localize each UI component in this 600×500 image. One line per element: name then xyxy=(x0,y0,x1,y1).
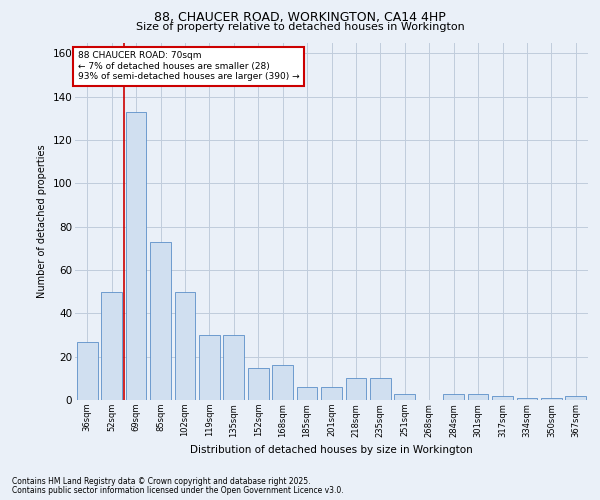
Text: Size of property relative to detached houses in Workington: Size of property relative to detached ho… xyxy=(136,22,464,32)
Bar xyxy=(150,242,171,400)
Bar xyxy=(346,378,367,400)
Text: Contains HM Land Registry data © Crown copyright and database right 2025.: Contains HM Land Registry data © Crown c… xyxy=(12,477,311,486)
Text: Contains public sector information licensed under the Open Government Licence v3: Contains public sector information licen… xyxy=(12,486,344,495)
Bar xyxy=(248,368,269,400)
Text: 88 CHAUCER ROAD: 70sqm
← 7% of detached houses are smaller (28)
93% of semi-deta: 88 CHAUCER ROAD: 70sqm ← 7% of detached … xyxy=(77,52,299,81)
Bar xyxy=(517,398,538,400)
Bar xyxy=(443,394,464,400)
Bar xyxy=(223,335,244,400)
Bar xyxy=(321,387,342,400)
Bar xyxy=(565,396,586,400)
Text: 88, CHAUCER ROAD, WORKINGTON, CA14 4HP: 88, CHAUCER ROAD, WORKINGTON, CA14 4HP xyxy=(154,11,446,24)
Bar xyxy=(199,335,220,400)
Bar xyxy=(492,396,513,400)
Bar xyxy=(467,394,488,400)
Bar xyxy=(175,292,196,400)
X-axis label: Distribution of detached houses by size in Workington: Distribution of detached houses by size … xyxy=(190,445,473,455)
Bar xyxy=(272,366,293,400)
Bar xyxy=(394,394,415,400)
Bar xyxy=(541,398,562,400)
Bar xyxy=(101,292,122,400)
Y-axis label: Number of detached properties: Number of detached properties xyxy=(37,144,47,298)
Bar xyxy=(370,378,391,400)
Bar xyxy=(125,112,146,400)
Bar xyxy=(296,387,317,400)
Bar xyxy=(77,342,98,400)
